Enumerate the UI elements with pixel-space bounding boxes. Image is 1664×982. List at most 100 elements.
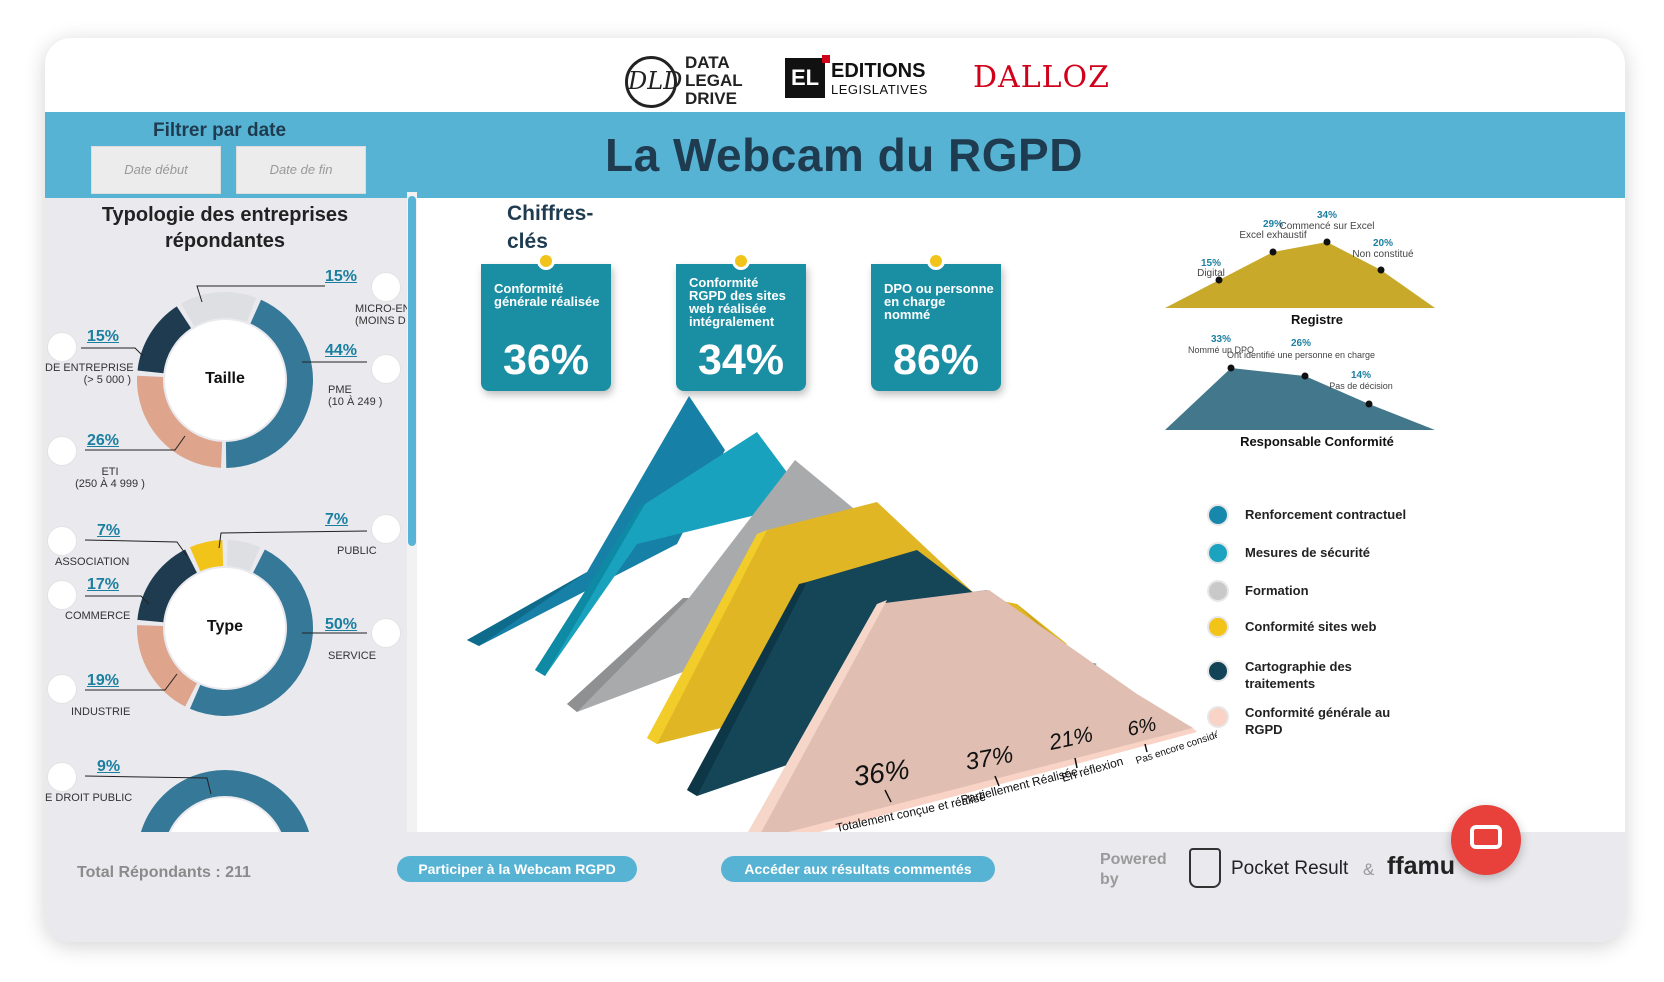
toggle-grande-entreprise[interactable] <box>47 332 77 362</box>
pct-pme[interactable]: 44% <box>325 342 358 359</box>
page-title: La Webcam du RGPD <box>605 129 1083 181</box>
toggle-commerce[interactable] <box>47 580 77 610</box>
legend-dot-icon <box>1207 542 1229 564</box>
pct-eti[interactable]: 26% <box>87 432 120 449</box>
kpi-card-dpo[interactable]: DPO ou personne en charge nommé 86% <box>871 252 1001 391</box>
toggle-public[interactable] <box>371 514 401 544</box>
donut-charts-svg <box>81 285 368 832</box>
partner-logos: DLD DATA LEGAL DRIVE EL EDITIONS LEGISLA… <box>45 38 1625 112</box>
legend-formation[interactable]: Formation <box>1207 578 1467 614</box>
scrollbar-thumb[interactable] <box>408 196 416 546</box>
cat-industrie: INDUSTRIE <box>71 706 131 718</box>
toggle-association[interactable] <box>47 526 77 556</box>
legend-dot-icon <box>1207 706 1229 728</box>
card-dot-icon <box>927 252 945 270</box>
pocket-result-logo: Pocket Result <box>1185 844 1385 894</box>
svg-text:Non constitué: Non constitué <box>1352 249 1414 260</box>
legend-sites-web[interactable]: Conformité sites web <box>1207 614 1467 650</box>
chat-button[interactable] <box>1451 805 1521 875</box>
registre-area[interactable] <box>1165 242 1435 308</box>
results-button[interactable]: Accéder aux résultats commentés <box>721 856 995 882</box>
svg-text:15%: 15% <box>1201 258 1221 269</box>
cat-eti: ETI (250 À 4 999 ) <box>75 466 145 490</box>
toggle-service[interactable] <box>371 618 401 648</box>
donut-center-type: Type <box>206 618 244 635</box>
donut-segment[interactable] <box>181 292 257 327</box>
donut-segment[interactable] <box>225 299 314 468</box>
typology-sidebar[interactable]: Typologie des entreprises répondantes Ta… <box>45 198 417 832</box>
donut-segment[interactable] <box>189 540 224 572</box>
registre-point[interactable] <box>1377 266 1385 274</box>
responsable-point[interactable] <box>1301 372 1309 380</box>
donut-segment[interactable] <box>137 549 197 623</box>
responsable-title: Responsable Conformité <box>1240 434 1394 449</box>
cat-commerce: COMMERCE <box>65 610 131 622</box>
registre-chart: 15% Digital 29% Excel exhaustif 34% Comm… <box>1165 210 1435 327</box>
legend-securite[interactable]: Mesures de sécurité <box>1207 540 1467 576</box>
footer-bar: Total Répondants : 211 Participer à la W… <box>45 832 1625 942</box>
donut-hole <box>165 320 285 440</box>
pct-droit-public[interactable]: 9% <box>97 758 121 775</box>
toggle-droit-public[interactable] <box>47 762 77 792</box>
leader-line <box>85 435 186 451</box>
pct-grande-entreprise[interactable]: 15% <box>87 328 120 345</box>
pocket-bag-icon <box>1189 848 1221 888</box>
toggle-eti[interactable] <box>47 436 77 466</box>
date-start-input[interactable]: Date début <box>91 146 221 194</box>
pct-industrie[interactable]: 19% <box>87 672 120 689</box>
filter-label: Filtrer par date <box>153 120 287 141</box>
kpi-card-sites-web[interactable]: Conformité RGPD des sites web réalisée i… <box>676 252 806 391</box>
svg-text:Nommé un DPO: Nommé un DPO <box>1188 345 1254 355</box>
donut-center-taille: Taille <box>205 370 245 387</box>
registre-point[interactable] <box>1215 276 1223 284</box>
legend-cartographie[interactable]: Cartographie des traitements <box>1207 654 1467 694</box>
toggle-pme[interactable] <box>371 354 401 384</box>
sidebar-scrollbar[interactable] <box>407 192 417 832</box>
responsable-area[interactable] <box>1165 368 1435 430</box>
svg-text:29%: 29% <box>1263 219 1283 230</box>
cat-droit-public: E DROIT PUBLIC <box>45 792 133 804</box>
leader-line <box>196 285 325 303</box>
donut-segment[interactable] <box>137 306 192 374</box>
registre-point[interactable] <box>1269 248 1277 256</box>
sidebar-title: Typologie des entreprises répondantes <box>101 204 349 252</box>
responsable-chart: 33% Nommé un DPO 26% Ont identifié une p… <box>1165 334 1435 449</box>
pct-public[interactable]: 7% <box>325 511 349 528</box>
donut-segment[interactable] <box>226 540 261 572</box>
pct-micro[interactable]: 15% <box>325 268 358 285</box>
leader-line <box>218 530 368 549</box>
mountain-securite[interactable] <box>535 432 809 676</box>
toggle-micro[interactable] <box>371 272 401 302</box>
legend-conformite-generale[interactable]: Conformité générale au RGPD <box>1207 700 1467 740</box>
donut-segment[interactable] <box>140 770 310 832</box>
donut-segment[interactable] <box>137 375 223 468</box>
cat-micro: MICRO-EN (MOINS D <box>355 303 411 327</box>
legend-dot-icon <box>1207 580 1229 602</box>
pct-commerce[interactable]: 17% <box>87 576 120 593</box>
legend-renforcement[interactable]: Renforcement contractuel <box>1207 502 1467 538</box>
donut-segment[interactable] <box>137 625 197 707</box>
cat-public: PUBLIC <box>337 545 377 557</box>
toggle-industrie[interactable] <box>47 674 77 704</box>
donut-segment[interactable] <box>189 549 313 716</box>
pct-service[interactable]: 50% <box>325 616 358 633</box>
responsable-point[interactable] <box>1365 400 1373 408</box>
registre-point[interactable] <box>1323 238 1331 246</box>
participate-button[interactable]: Participer à la Webcam RGPD <box>397 856 637 882</box>
amu-logo: ffamu <box>1387 852 1456 880</box>
pct-association[interactable]: 7% <box>97 522 121 539</box>
responsable-point[interactable] <box>1227 364 1235 372</box>
cat-service: SERVICE <box>328 650 377 662</box>
cat-association: ASSOCIATION <box>55 556 130 568</box>
legend-dot-icon <box>1207 616 1229 638</box>
svg-text:33%: 33% <box>1211 334 1231 345</box>
front-value: 36% <box>852 753 912 791</box>
mountain-renforcement[interactable] <box>467 396 725 646</box>
chat-bubble-icon <box>1470 825 1502 849</box>
date-end-input[interactable]: Date de fin <box>236 146 366 194</box>
powered-by-label: Powered by <box>1100 851 1167 888</box>
cat-pme: PME (10 À 249 ) <box>328 384 383 408</box>
svg-text:Pas de décision: Pas de décision <box>1329 381 1393 391</box>
kpi-card-conformite[interactable]: Conformité générale réalisée 36% <box>481 252 611 391</box>
data-legal-drive-logo: DLD DATA LEGAL DRIVE <box>625 46 755 108</box>
